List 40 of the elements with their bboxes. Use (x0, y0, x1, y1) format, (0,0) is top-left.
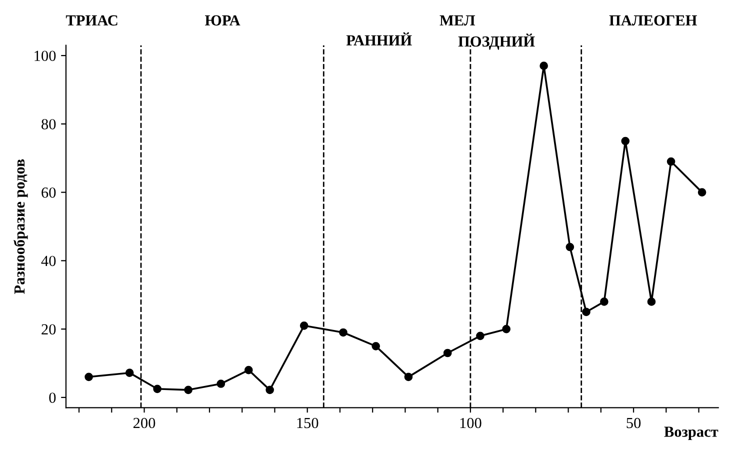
y-tick-label: 20 (42, 324, 56, 335)
y-tick-label: 0 (49, 392, 56, 403)
point (404, 372, 413, 382)
text: МЕЛ (440, 15, 476, 26)
point (153, 384, 162, 394)
point (540, 62, 548, 70)
text: ТРИАС (66, 15, 118, 26)
x-tick-label: 150 (297, 418, 318, 428)
point (266, 386, 274, 394)
y-tick-label: 100 (34, 50, 56, 62)
y-tick-label: 80 (42, 119, 56, 130)
y-tick-label: 60 (42, 187, 56, 198)
point (244, 366, 253, 374)
point (184, 386, 192, 394)
point (666, 157, 676, 166)
point (84, 372, 93, 382)
point (443, 348, 452, 358)
annotation: РАННИЙ (346, 32, 412, 46)
text: ЮРА (204, 15, 240, 26)
y-tick-label: 40 (41, 256, 56, 266)
point (476, 332, 484, 340)
x-tick-label: 100 (460, 418, 482, 428)
point (125, 368, 134, 377)
point (300, 321, 308, 330)
point (647, 298, 656, 306)
point (600, 298, 608, 306)
text: ПАЛЕОГЕН (609, 15, 697, 26)
point (566, 242, 574, 252)
x-tick-label: 200 (133, 418, 156, 428)
y-axis-title: Разнообразие родов (14, 159, 28, 294)
x-tick-label: 50 (626, 418, 641, 428)
point (372, 342, 380, 350)
point (582, 308, 590, 316)
annotation: ПОЗДНИЙ (458, 34, 535, 50)
point (621, 136, 630, 146)
point (502, 324, 510, 334)
point (339, 328, 348, 337)
x-axis-title: Возраст (664, 426, 718, 440)
point (216, 380, 226, 388)
point (698, 188, 706, 196)
